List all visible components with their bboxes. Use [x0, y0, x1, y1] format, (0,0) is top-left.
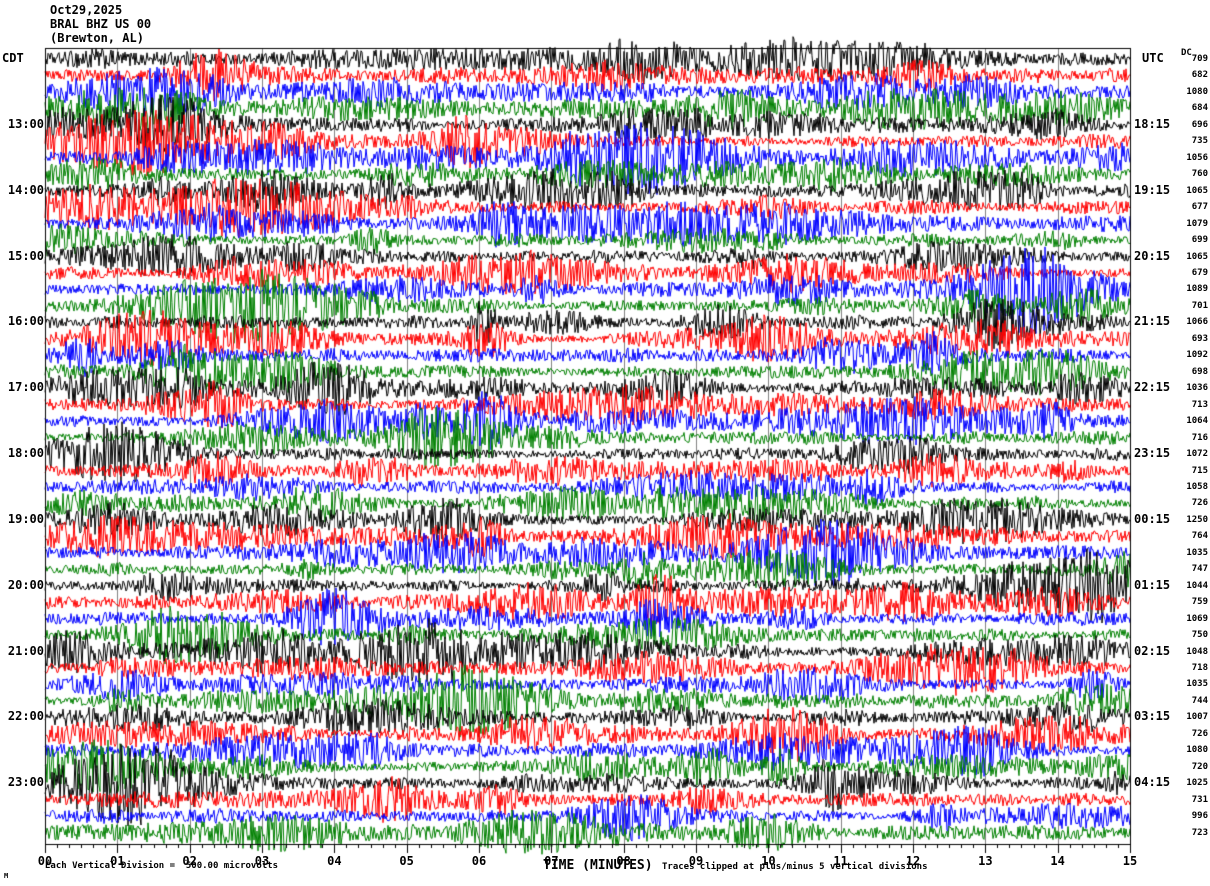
header-station: BRAL BHZ US 00 [50, 17, 152, 31]
x-axis-title: TIME (MINUTES) [543, 858, 653, 873]
dc-value: 731 [1191, 794, 1208, 805]
minute-label: 04 [327, 854, 342, 868]
left-hour-label: 22:00 [7, 709, 44, 724]
minute-label: 07 [544, 854, 559, 868]
right-hour-label: 23:15 [1134, 446, 1171, 461]
dc-value: 1250 [1186, 514, 1208, 525]
dc-value: 1056 [1186, 152, 1208, 163]
dc-value: 1007 [1186, 712, 1208, 723]
dc-value: 682 [1191, 70, 1208, 81]
right-hour-label: 21:15 [1134, 314, 1171, 329]
right-hour-label: 22:15 [1134, 380, 1171, 395]
right-timezone-label: UTC [1142, 51, 1164, 65]
left-timezone-label: CDT [2, 51, 24, 65]
left-hour-label: 20:00 [7, 577, 44, 592]
clipping-note: Traces clipped at plus/minus 5 vertical … [662, 862, 928, 872]
left-hour-label: 19:00 [7, 511, 44, 526]
dc-column-header: DC [1181, 48, 1192, 58]
left-hour-label: 21:00 [7, 643, 44, 658]
dc-value: 1072 [1186, 449, 1208, 460]
dc-value: 1035 [1186, 547, 1208, 558]
dc-value: 709 [1191, 54, 1208, 64]
dc-value: 726 [1191, 498, 1208, 509]
minute-label: 10 [761, 854, 776, 868]
header-location: (Brewton, AL) [50, 31, 144, 45]
dc-value: 699 [1191, 235, 1208, 246]
dc-value: 726 [1191, 728, 1208, 739]
right-hour-label: 00:15 [1134, 511, 1171, 526]
dc-value: 698 [1191, 366, 1208, 377]
dc-value: 679 [1191, 267, 1208, 278]
dc-value: 759 [1191, 597, 1208, 608]
right-hour-label: 19:15 [1134, 182, 1171, 197]
minute-label: 06 [471, 854, 487, 868]
corner-mark: M [4, 872, 9, 880]
minute-label: 15 [1122, 854, 1138, 868]
dc-value: 1080 [1186, 86, 1208, 97]
left-hour-label: 17:00 [7, 380, 44, 395]
vertical-division-note: Each Vertical Division = 500.00 microvol… [45, 861, 278, 871]
minute-label: 08 [616, 854, 631, 868]
dc-value: 677 [1191, 202, 1208, 213]
minute-label: 13 [978, 854, 993, 868]
minute-label: 05 [399, 854, 414, 868]
right-hour-label: 04:15 [1134, 775, 1171, 790]
dc-value: 1064 [1186, 416, 1208, 427]
minute-label: 00 [37, 854, 53, 868]
dc-value: 1044 [1186, 580, 1208, 591]
dc-value: 720 [1191, 761, 1208, 772]
dc-value: 760 [1191, 169, 1208, 180]
minute-label: 02 [182, 854, 197, 868]
dc-value: 996 [1191, 811, 1208, 822]
dc-value: 1048 [1186, 646, 1208, 657]
dc-value: 1065 [1186, 251, 1208, 262]
minute-label: 11 [833, 854, 848, 868]
dc-value: 684 [1191, 103, 1208, 114]
dc-value: 1069 [1186, 613, 1208, 624]
dc-value: 1058 [1186, 481, 1208, 492]
right-hour-label: 20:15 [1134, 248, 1171, 263]
right-hour-label: 03:15 [1134, 709, 1171, 724]
minute-label: 14 [1050, 854, 1065, 868]
minute-label: 09 [688, 854, 704, 868]
dc-value: 718 [1191, 663, 1208, 674]
dc-value: 735 [1191, 136, 1208, 147]
dc-value: 750 [1191, 630, 1208, 641]
dc-value: 744 [1191, 695, 1208, 706]
dc-value: 723 [1191, 827, 1208, 838]
left-hour-label: 18:00 [7, 446, 44, 461]
left-hour-label: 14:00 [7, 182, 44, 197]
left-hour-label: 16:00 [7, 314, 44, 329]
right-hour-label: 02:15 [1134, 643, 1171, 658]
left-hour-label: 13:00 [7, 116, 44, 131]
dc-value: 1035 [1186, 679, 1208, 690]
minute-label: 12 [905, 854, 921, 868]
dc-value: 696 [1191, 119, 1208, 130]
dc-value: 713 [1191, 399, 1208, 410]
dc-value: 693 [1191, 333, 1208, 344]
dc-value: 1089 [1186, 284, 1208, 295]
right-hour-label: 01:15 [1134, 577, 1171, 592]
dc-value: 716 [1191, 432, 1208, 443]
dc-value: 1036 [1186, 383, 1208, 394]
right-hour-label: 18:15 [1134, 116, 1171, 131]
minute-label: 01 [110, 854, 125, 868]
left-hour-label: 15:00 [7, 248, 44, 263]
dc-value: 1025 [1186, 778, 1208, 789]
dc-value: 1079 [1186, 218, 1208, 229]
dc-value: 1066 [1186, 317, 1208, 328]
minute-label: 03 [254, 854, 270, 868]
dc-value: 1065 [1186, 185, 1208, 196]
left-hour-label: 23:00 [7, 775, 44, 790]
dc-value: 764 [1191, 531, 1208, 542]
dc-value: 1080 [1186, 745, 1208, 756]
dc-value: 1092 [1186, 350, 1208, 361]
dc-value: 747 [1191, 564, 1208, 575]
dc-value: 701 [1191, 300, 1208, 311]
header-date: Oct29,2025 [50, 3, 123, 17]
dc-value: 715 [1191, 465, 1208, 476]
